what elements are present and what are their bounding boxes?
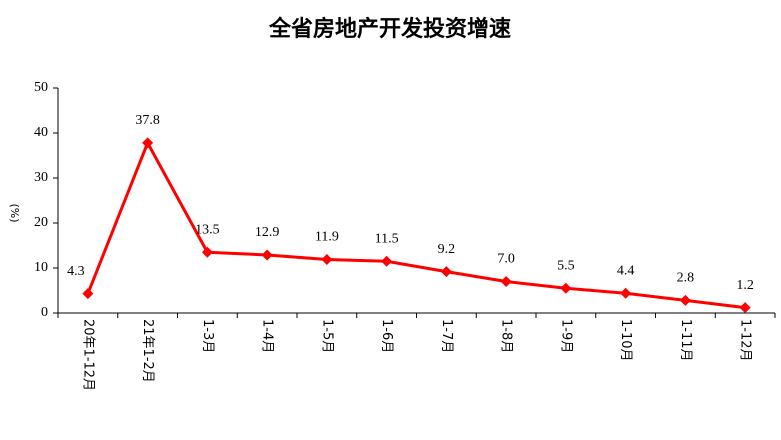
- x-tick-label: 1-11月: [678, 319, 693, 362]
- marker: [500, 276, 512, 287]
- y-tick-label: 40: [34, 125, 48, 140]
- marker: [321, 253, 333, 265]
- marker: [739, 302, 751, 314]
- y-tick-label: 30: [34, 170, 48, 185]
- value-label: 5.5: [557, 258, 575, 273]
- x-tick-label: 1-12月: [738, 319, 753, 362]
- x-tick-label: 1-7月: [439, 319, 454, 353]
- value-label: 11.5: [375, 231, 399, 246]
- value-label: 9.2: [438, 242, 456, 257]
- marker: [261, 249, 273, 261]
- y-axis-label: (%): [8, 203, 21, 222]
- value-label: 4.4: [617, 263, 635, 278]
- marker: [679, 294, 691, 306]
- chart-title: 全省房地产开发投资增速: [268, 16, 511, 42]
- value-label: 12.9: [255, 225, 280, 240]
- x-tick-label: 1-10月: [618, 319, 633, 362]
- value-label: 1.2: [736, 278, 754, 293]
- x-tick-label: 1-5月: [319, 319, 334, 353]
- x-tick-label: 21年1-2月: [140, 319, 155, 383]
- x-tick-label: 1-9月: [558, 319, 573, 353]
- marker: [142, 137, 154, 149]
- x-tick-label: 20年1-12月: [80, 319, 95, 391]
- y-tick-label: 10: [34, 260, 48, 275]
- y-tick-label: 0: [41, 305, 48, 320]
- marker: [620, 287, 632, 299]
- line: [86, 139, 746, 310]
- marker: [201, 246, 213, 258]
- marker: [440, 266, 452, 278]
- x-tick-label: 1-8月: [499, 319, 514, 353]
- value-label: 37.8: [135, 113, 160, 128]
- x-tick-label: 1-6月: [379, 319, 394, 353]
- value-label: 2.8: [677, 271, 695, 286]
- marker: [560, 282, 572, 294]
- marker: [82, 288, 94, 300]
- value-label: 11.9: [315, 230, 339, 245]
- value-label: 7.0: [497, 252, 515, 267]
- value-label: 13.5: [195, 222, 220, 237]
- y-tick-label: 20: [34, 215, 48, 230]
- x-tick-label: 1-3月: [200, 319, 215, 353]
- marker: [381, 255, 393, 267]
- value-label: 4.3: [67, 264, 85, 279]
- y-tick-label: 50: [34, 80, 48, 95]
- x-tick-label: 1-4月: [260, 319, 275, 353]
